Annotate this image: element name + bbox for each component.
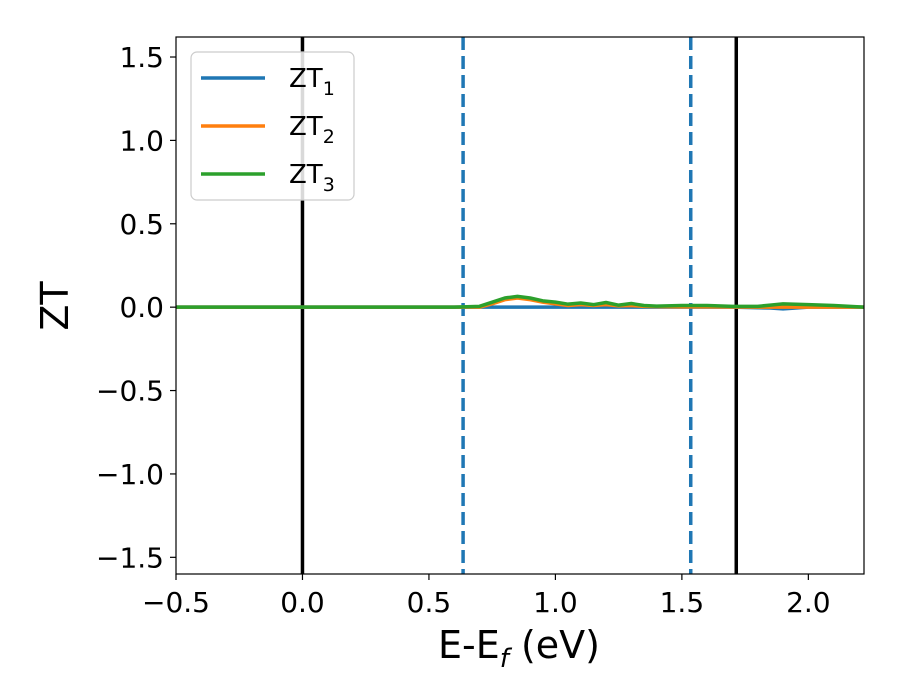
legend-label-main: ZT	[289, 64, 323, 94]
x-tick-label: 2.0	[786, 586, 831, 619]
tick-marks: −0.5 0.0 0.5 1.0 1.5 2.0 −1.5 −1.0 −0.5 0.0 0.5 1.0…	[96, 41, 831, 619]
y-tick-label: −0.5	[96, 375, 164, 408]
legend-box	[190, 51, 355, 201]
y-axis-label: ZT	[33, 281, 77, 331]
legend-label-main: ZT	[289, 160, 323, 190]
y-tick-label: 1.0	[119, 124, 164, 157]
axes-frame	[175, 36, 865, 575]
x-axis-label: E-Ef (eV)	[438, 623, 600, 674]
x-tick-label: −0.5	[142, 586, 210, 619]
legend-label-subscript: 3	[323, 174, 335, 196]
x-tick-label: 0.0	[280, 586, 325, 619]
x-tick-label: 1.5	[660, 586, 705, 619]
series-line-3	[176, 294, 864, 309]
axes-border	[175, 36, 865, 575]
x-tick-label: 0.5	[407, 586, 452, 619]
y-tick-label: 0.5	[119, 208, 164, 241]
x-axis-label-unit: (eV)	[509, 623, 600, 667]
legend-label-main: ZT	[289, 112, 323, 142]
legend-label-3: ZT3	[289, 160, 335, 196]
legend-label-subscript: 1	[323, 78, 335, 100]
y-tick-label: −1.5	[96, 541, 164, 574]
y-tick-label: −1.0	[96, 458, 164, 491]
y-tick-label: 1.5	[119, 41, 164, 74]
legend-label-1: ZT1	[289, 64, 335, 100]
x-axis-label-main: E-E	[438, 623, 500, 667]
y-tick-label: 0.0	[119, 291, 164, 324]
x-tick-label: 1.0	[533, 586, 578, 619]
legend-label-2: ZT2	[289, 112, 335, 148]
legend-label-subscript: 2	[323, 126, 335, 148]
